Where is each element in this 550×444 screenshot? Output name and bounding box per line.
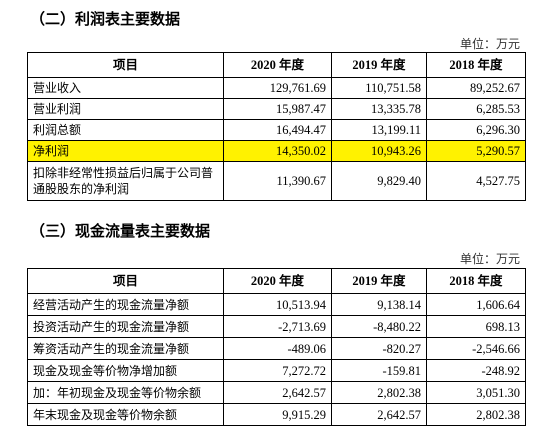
value-cell: -820.27	[331, 337, 427, 360]
section-title: （三）现金流量表主要数据	[30, 222, 211, 240]
item-cell: 现金及现金等价物净增加额	[27, 359, 224, 382]
table-row: 筹资活动产生的现金流量净额 -489.06 -820.27 -2,546.66	[27, 337, 526, 360]
value-cell: -248.92	[426, 359, 526, 382]
cashflow-table: 项目 2020 年度 2019 年度 2018 年度 经营活动产生的现金流量净额 10,5…	[27, 268, 526, 426]
item-cell: 加：年初现金及现金等价物余额	[27, 381, 224, 404]
value-cell: 6,296.30	[426, 119, 526, 141]
header-cell: 2020 年度	[223, 52, 332, 78]
value-cell: 2,642.57	[223, 381, 332, 404]
item-cell: 年末现金及现金等价物余额	[27, 403, 224, 426]
header-cell: 2018 年度	[426, 52, 526, 78]
header-cell: 2020 年度	[223, 268, 332, 294]
value-cell: 11,390.67	[223, 161, 332, 201]
value-cell: 110,751.58	[331, 77, 427, 99]
value-cell: 129,761.69	[223, 77, 332, 99]
item-cell: 投资活动产生的现金流量净额	[27, 315, 224, 338]
value-cell: 3,051.30	[426, 381, 526, 404]
value-cell: 2,802.38	[331, 381, 427, 404]
value-cell: 2,802.38	[426, 403, 526, 426]
value-cell: 698.13	[426, 315, 526, 338]
value-cell: 15,987.47	[223, 98, 332, 120]
section-title: （二）利润表主要数据	[30, 10, 181, 28]
table-row: 扣除非经常性损益后归属于公司普通股股东的净利润 11,390.67 9,829.40…	[27, 161, 526, 201]
table-row: 现金及现金等价物净增加额 7,272.72 -159.81 -248.92	[27, 359, 526, 382]
header-cell: 项目	[27, 268, 224, 294]
item-cell: 利润总额	[27, 119, 224, 141]
value-cell: 16,494.47	[223, 119, 332, 141]
value-cell: 10,513.94	[223, 293, 332, 316]
value-cell: 9,138.14	[331, 293, 427, 316]
value-cell: -489.06	[223, 337, 332, 360]
header-cell: 2018 年度	[426, 268, 526, 294]
header-row: 项目 2020 年度 2019 年度 2018 年度	[27, 52, 526, 78]
table-row: 经营活动产生的现金流量净额 10,513.94 9,138.14 1,606.64	[27, 293, 526, 316]
value-cell: 7,272.72	[223, 359, 332, 382]
table-row: 利润总额 16,494.47 13,199.11 6,296.30	[27, 119, 526, 141]
value-cell: 6,285.53	[426, 98, 526, 120]
value-cell: 13,335.78	[331, 98, 427, 120]
table-row: 营业收入 129,761.69 110,751.58 89,252.67	[27, 77, 526, 99]
header-cell: 项目	[27, 52, 224, 78]
item-cell: 营业收入	[27, 77, 224, 99]
income-table: 项目 2020 年度 2019 年度 2018 年度 营业收入 129,761.69 110…	[27, 52, 526, 201]
value-cell: 2,642.57	[331, 403, 427, 426]
value-cell: 9,915.29	[223, 403, 332, 426]
value-cell: 9,829.40	[331, 161, 427, 201]
value-cell: -2,546.66	[426, 337, 526, 360]
value-cell: 14,350.02	[223, 140, 332, 162]
item-cell: 扣除非经常性损益后归属于公司普通股股东的净利润	[27, 161, 224, 201]
header-cell: 2019 年度	[331, 268, 427, 294]
value-cell: 4,527.75	[426, 161, 526, 201]
table-row: 净利润 14,350.02 10,943.26 5,290.57	[27, 140, 526, 162]
unit-label: 单位：万元	[459, 252, 520, 266]
table-row: 加：年初现金及现金等价物余额 2,642.57 2,802.38 3,051.30	[27, 381, 526, 404]
item-cell: 筹资活动产生的现金流量净额	[27, 337, 224, 360]
value-cell: -2,713.69	[223, 315, 332, 338]
item-cell: 营业利润	[27, 98, 224, 120]
value-cell: -8,480.22	[331, 315, 427, 338]
value-cell: 10,943.26	[331, 140, 427, 162]
value-cell: 1,606.64	[426, 293, 526, 316]
item-cell: 净利润	[27, 140, 224, 162]
value-cell: 5,290.57	[426, 140, 526, 162]
table-row: 投资活动产生的现金流量净额 -2,713.69 -8,480.22 698.13	[27, 315, 526, 338]
unit-label: 单位：万元	[459, 37, 520, 51]
value-cell: 13,199.11	[331, 119, 427, 141]
table-row: 年末现金及现金等价物余额 9,915.29 2,642.57 2,802.38	[27, 403, 526, 426]
header-cell: 2019 年度	[331, 52, 427, 78]
value-cell: 89,252.67	[426, 77, 526, 99]
value-cell: -159.81	[331, 359, 427, 382]
table-row: 营业利润 15,987.47 13,335.78 6,285.53	[27, 98, 526, 120]
item-cell: 经营活动产生的现金流量净额	[27, 293, 224, 316]
header-row: 项目 2020 年度 2019 年度 2018 年度	[27, 268, 526, 294]
